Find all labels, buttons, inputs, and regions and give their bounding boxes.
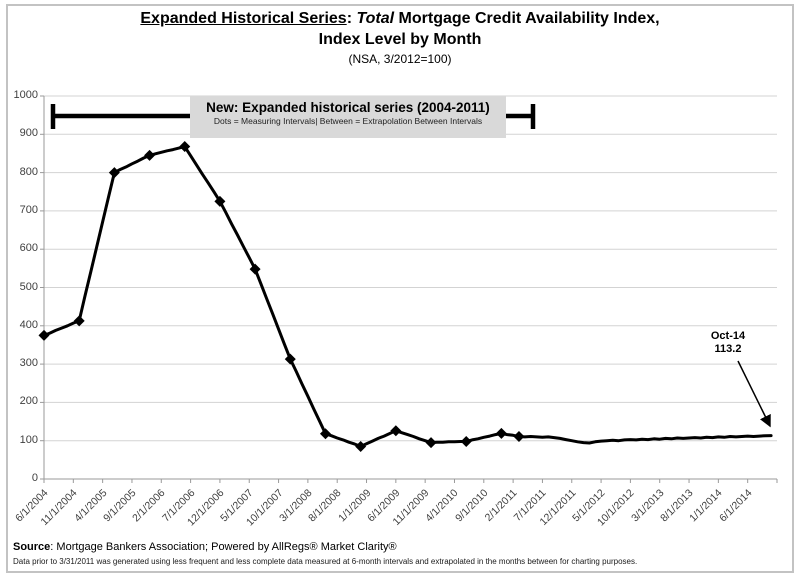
annotation-value: 113.2 bbox=[714, 343, 742, 355]
page-title-line1: Expanded Historical Series: Total Mortga… bbox=[0, 8, 800, 29]
y-axis-label: 0 bbox=[31, 472, 38, 484]
title-series-underlined: Expanded Historical Series bbox=[140, 10, 347, 27]
data-point-marker bbox=[214, 195, 226, 207]
data-point-marker bbox=[355, 440, 367, 452]
page-subtitle: (NSA, 3/2012=100) bbox=[348, 52, 452, 66]
data-point-marker bbox=[108, 167, 120, 179]
y-axis-label: 900 bbox=[19, 127, 38, 140]
annotation-date: Oct-14 bbox=[710, 330, 746, 342]
data-point-marker bbox=[179, 141, 191, 153]
series-line bbox=[42, 145, 773, 448]
data-point-marker bbox=[144, 149, 156, 161]
data-point-marker bbox=[495, 427, 507, 439]
data-point-marker bbox=[73, 315, 85, 327]
chart-outer-frame bbox=[6, 4, 794, 573]
annotation-arrow bbox=[737, 360, 771, 428]
title-rest: Mortgage Credit Availability Index, bbox=[394, 10, 660, 27]
title-total-italic: Total bbox=[356, 10, 395, 27]
callout-subtitle: Dots = Measuring Intervals| Between = Ex… bbox=[213, 116, 483, 126]
data-point-marker bbox=[319, 428, 331, 440]
title-block: Expanded Historical Series: Total Mortga… bbox=[0, 8, 800, 66]
source-text: : Mortgage Bankers Association; Powered … bbox=[50, 541, 397, 553]
data-point-marker bbox=[249, 263, 261, 275]
data-point-marker bbox=[390, 425, 402, 437]
y-axis-label: 100 bbox=[19, 433, 38, 446]
y-axis-label: 1000 bbox=[13, 89, 38, 101]
y-axis-label: 600 bbox=[19, 242, 38, 255]
title-separator: : bbox=[346, 10, 357, 27]
callout-box: New: Expanded historical series (2004-20… bbox=[190, 96, 506, 138]
y-axis-label: 500 bbox=[19, 280, 38, 293]
last-point-annotation: Oct-14 113.2 bbox=[701, 330, 755, 356]
y-axis-label: 400 bbox=[19, 318, 38, 331]
source-line: Source: Mortgage Bankers Association; Po… bbox=[13, 541, 397, 553]
data-note: Data prior to 3/31/2011 was generated us… bbox=[13, 557, 638, 566]
source-label: Source bbox=[13, 541, 51, 553]
page-title-line2: Index Level by Month bbox=[318, 31, 482, 48]
callout-title: New: Expanded historical series (2004-20… bbox=[206, 100, 490, 115]
data-point-marker bbox=[38, 329, 50, 341]
y-axis-label: 200 bbox=[19, 395, 38, 408]
data-point-marker bbox=[460, 435, 472, 447]
data-point-marker bbox=[513, 430, 525, 442]
y-axis-label: 700 bbox=[19, 203, 38, 216]
y-axis-label: 300 bbox=[19, 357, 38, 370]
data-point-marker bbox=[284, 353, 296, 365]
data-point-marker bbox=[425, 437, 437, 449]
y-axis-label: 800 bbox=[19, 165, 38, 178]
